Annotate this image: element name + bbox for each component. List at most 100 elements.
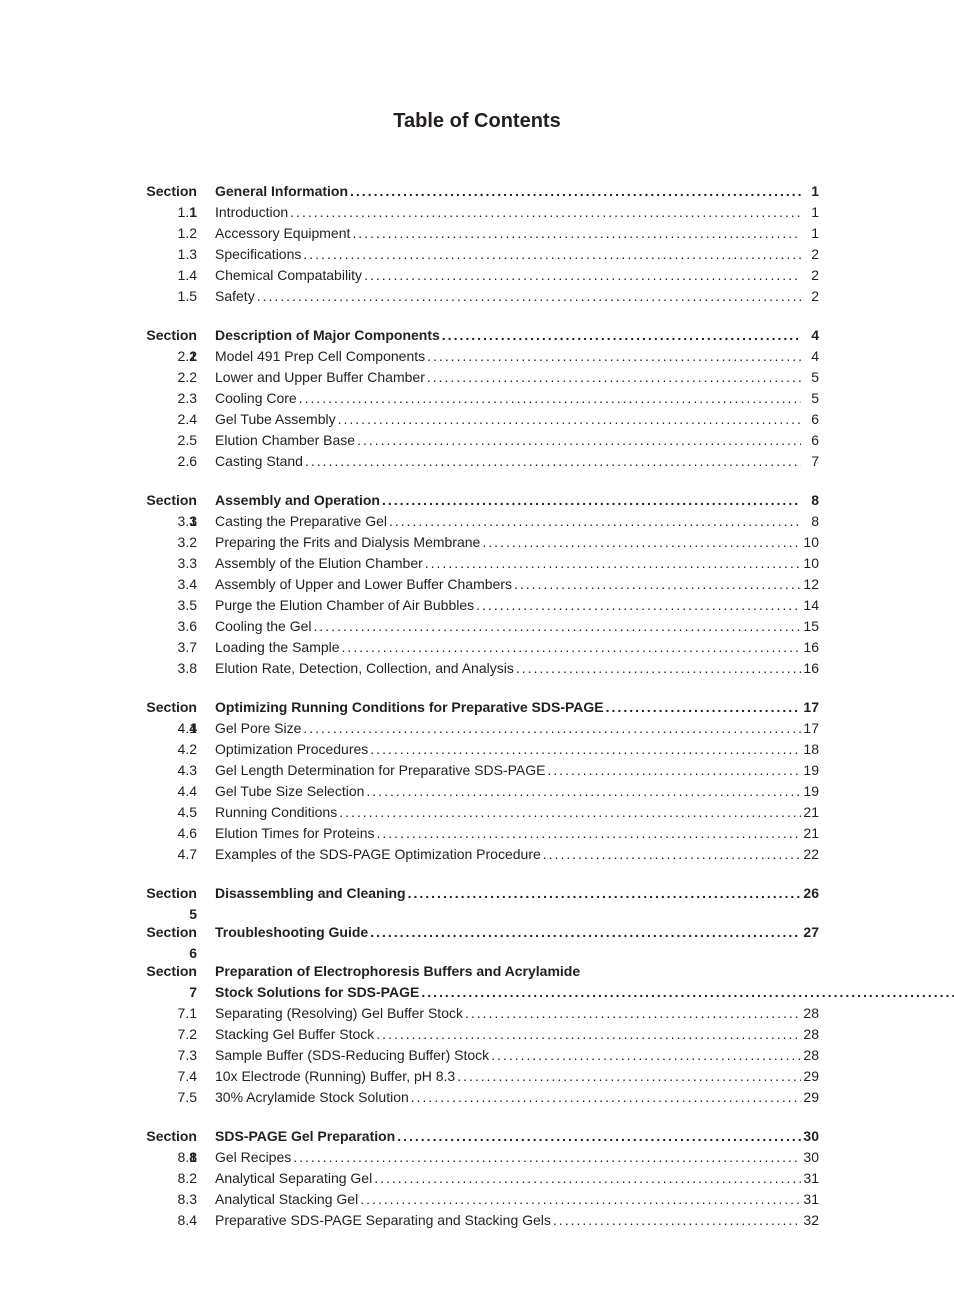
toc-leader: ........................................… xyxy=(336,409,801,430)
toc-row: 3.4Assembly of Upper and Lower Buffer Ch… xyxy=(135,574,819,595)
toc-row: Section 4Optimizing Running Conditions f… xyxy=(135,697,819,718)
toc-row: 4.5Running Conditions...................… xyxy=(135,802,819,823)
toc-row: 7.2Stacking Gel Buffer Stock............… xyxy=(135,1024,819,1045)
toc-page-number: 31 xyxy=(801,1189,819,1210)
toc-page-number: 5 xyxy=(801,367,819,388)
toc-leader: ........................................… xyxy=(440,325,801,346)
toc-label: Disassembling and Cleaning xyxy=(215,883,406,904)
toc-label: Cooling the Gel xyxy=(215,616,312,637)
toc-number: 4.4 xyxy=(135,781,215,802)
toc-leader: ........................................… xyxy=(463,1003,801,1024)
toc-label: Purge the Elution Chamber of Air Bubbles xyxy=(215,595,474,616)
toc-number: 4.2 xyxy=(135,739,215,760)
toc-leader: ........................................… xyxy=(348,181,801,202)
toc-number: 4.1 xyxy=(135,718,215,739)
toc-row: 3.3Assembly of the Elution Chamber......… xyxy=(135,553,819,574)
toc-leader: ........................................… xyxy=(288,202,801,223)
toc-leader: ........................................… xyxy=(512,574,801,595)
toc-number: 2.3 xyxy=(135,388,215,409)
toc-number: 7.4 xyxy=(135,1066,215,1087)
toc-page-number: 4 xyxy=(801,325,819,346)
toc-label: Elution Rate, Detection, Collection, and… xyxy=(215,658,514,679)
toc-page-number: 30 xyxy=(801,1126,819,1147)
toc-page-number: 21 xyxy=(801,802,819,823)
toc-label: Troubleshooting Guide xyxy=(215,922,368,943)
toc-page-number: 19 xyxy=(801,781,819,802)
toc-row: 1.2Accessory Equipment..................… xyxy=(135,223,819,244)
toc-label: Running Conditions xyxy=(215,802,337,823)
toc-row: Section 5Disassembling and Cleaning.....… xyxy=(135,883,819,904)
toc-page-number: 19 xyxy=(801,760,819,781)
toc-page-number: 1 xyxy=(801,181,819,202)
toc-page-number: 4 xyxy=(801,346,819,367)
toc-row: 3.8Elution Rate, Detection, Collection, … xyxy=(135,658,819,679)
toc-number: 7.3 xyxy=(135,1045,215,1066)
toc-leader: ........................................… xyxy=(337,802,801,823)
toc-label: General Information xyxy=(215,181,348,202)
toc-leader: ........................................… xyxy=(291,1147,801,1168)
toc-row: Section 1General Information............… xyxy=(135,181,819,202)
toc-page-number: 21 xyxy=(801,823,819,844)
toc-number: Section 6 xyxy=(135,922,215,964)
toc-number: 4.5 xyxy=(135,802,215,823)
toc-row: 7.3Sample Buffer (SDS-Reducing Buffer) S… xyxy=(135,1045,819,1066)
toc-number: 7.5 xyxy=(135,1087,215,1108)
toc-number: 1.3 xyxy=(135,244,215,265)
toc-leader: ........................................… xyxy=(372,1168,801,1189)
toc-label: Gel Pore Size xyxy=(215,718,301,739)
toc-leader: ........................................… xyxy=(355,430,801,451)
toc-leader: ........................................… xyxy=(541,844,801,865)
toc-label: Preparative SDS-PAGE Separating and Stac… xyxy=(215,1210,551,1231)
toc-page-number: 28 xyxy=(801,1045,819,1066)
toc-container: Section 1General Information............… xyxy=(135,181,819,1231)
toc-section: Section 6Troubleshooting Guide..........… xyxy=(135,922,819,943)
toc-label: Cooling Core xyxy=(215,388,297,409)
toc-number: 3.3 xyxy=(135,553,215,574)
toc-row: Section 6Troubleshooting Guide..........… xyxy=(135,922,819,943)
toc-label: Elution Chamber Base xyxy=(215,430,355,451)
toc-row: 3.2Preparing the Frits and Dialysis Memb… xyxy=(135,532,819,553)
toc-label: Optimization Procedures xyxy=(215,739,368,760)
toc-page-number: 1 xyxy=(801,223,819,244)
toc-label: Casting Stand xyxy=(215,451,303,472)
toc-leader: ........................................… xyxy=(358,1189,801,1210)
toc-leader: ........................................… xyxy=(474,595,801,616)
toc-row: 2.4Gel Tube Assembly....................… xyxy=(135,409,819,430)
toc-label: Casting the Preparative Gel xyxy=(215,511,387,532)
toc-label: Analytical Separating Gel xyxy=(215,1168,372,1189)
toc-leader: ........................................… xyxy=(409,1087,801,1108)
toc-section: Section 4Optimizing Running Conditions f… xyxy=(135,697,819,865)
toc-leader: ........................................… xyxy=(380,490,801,511)
toc-page-number: 8 xyxy=(801,511,819,532)
toc-leader: ........................................… xyxy=(425,346,801,367)
toc-page-number: 32 xyxy=(801,1210,819,1231)
toc-leader: ........................................… xyxy=(551,1210,801,1231)
toc-number: 3.8 xyxy=(135,658,215,679)
toc-leader: ........................................… xyxy=(301,244,801,265)
toc-page-number: 14 xyxy=(801,595,819,616)
toc-label: Gel Tube Assembly xyxy=(215,409,336,430)
toc-label: Chemical Compatability xyxy=(215,265,362,286)
toc-row: 2.6Casting Stand........................… xyxy=(135,451,819,472)
toc-number: 3.6 xyxy=(135,616,215,637)
toc-row: Section 2Description of Major Components… xyxy=(135,325,819,346)
toc-number: 1.4 xyxy=(135,265,215,286)
toc-page-number: 6 xyxy=(801,409,819,430)
toc-row: 1.5Safety...............................… xyxy=(135,286,819,307)
toc-number: 7.1 xyxy=(135,1003,215,1024)
toc-row: 4.3Gel Length Determination for Preparat… xyxy=(135,760,819,781)
toc-leader: ........................................… xyxy=(255,286,801,307)
toc-leader: ........................................… xyxy=(419,982,954,1003)
toc-label: Gel Tube Size Selection xyxy=(215,781,364,802)
toc-number: 3.4 xyxy=(135,574,215,595)
toc-page-number: 31 xyxy=(801,1168,819,1189)
toc-label: Assembly of Upper and Lower Buffer Chamb… xyxy=(215,574,512,595)
toc-page-number: 22 xyxy=(801,844,819,865)
toc-row: 7.410x Electrode (Running) Buffer, pH 8.… xyxy=(135,1066,819,1087)
toc-leader: ........................................… xyxy=(297,388,801,409)
toc-label: Stacking Gel Buffer Stock xyxy=(215,1024,374,1045)
page-title: Table of Contents xyxy=(135,110,819,133)
toc-page-number: 1 xyxy=(801,202,819,223)
toc-number: 8.2 xyxy=(135,1168,215,1189)
toc-label: Optimizing Running Conditions for Prepar… xyxy=(215,697,604,718)
